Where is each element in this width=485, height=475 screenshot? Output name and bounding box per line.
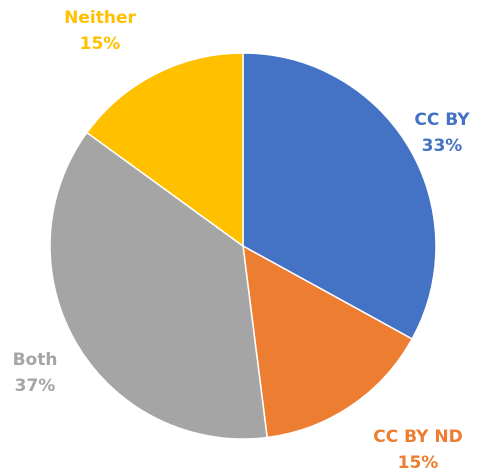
slice-label: Neither <box>64 8 136 28</box>
slice-value-label: 15% <box>398 453 439 473</box>
slice-value-label: 15% <box>80 34 121 54</box>
pie-slice <box>49 131 269 440</box>
slice-label: Both <box>13 350 58 370</box>
slice-value-label: 33% <box>422 136 463 156</box>
pie-slice <box>242 244 414 439</box>
slice-value-label: 37% <box>15 376 56 396</box>
slice-label: CC BY <box>414 110 470 130</box>
pie-slice <box>85 52 244 248</box>
slice-label: CC BY ND <box>373 427 462 447</box>
pie-slice <box>242 52 437 340</box>
